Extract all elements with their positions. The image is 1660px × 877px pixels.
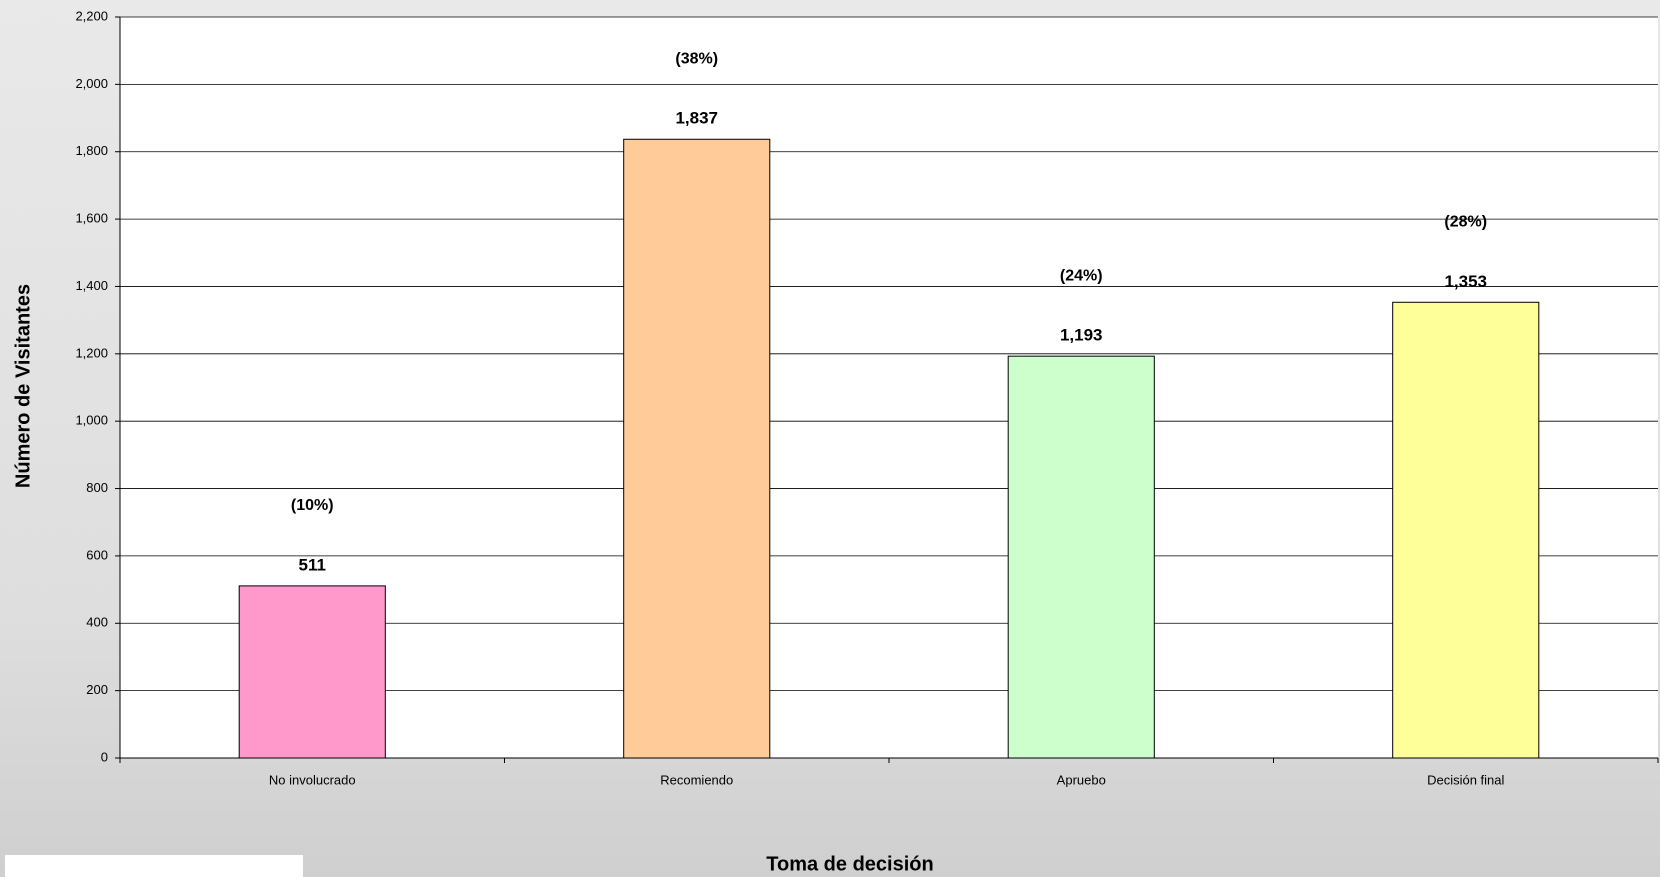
y-tick-label: 0 [101, 749, 108, 764]
x-tick-label: Recomiendo [660, 772, 733, 787]
bar [623, 138, 771, 759]
y-tick-label: 1,400 [75, 278, 108, 293]
x-tick-label: No involucrado [269, 772, 356, 787]
value-label: 1,353 [1444, 272, 1487, 291]
y-tick-label: 1,000 [75, 413, 108, 428]
y-tick-label: 600 [86, 547, 108, 562]
bar [1392, 301, 1540, 759]
y-tick-label: 200 [86, 682, 108, 697]
y-tick-label: 1,200 [75, 345, 108, 360]
y-tick-label: 2,200 [75, 8, 108, 23]
share-label: (10%) [291, 497, 334, 514]
value-label: 511 [299, 555, 326, 574]
y-tick-label: 1,800 [75, 143, 108, 158]
y-tick-label: 2,000 [75, 76, 108, 91]
bar [238, 585, 386, 759]
x-axis-title: Toma de decisión [766, 853, 933, 875]
value-label: 1,837 [675, 109, 718, 128]
y-tick-label: 800 [86, 480, 108, 495]
logo-box [5, 855, 303, 877]
share-label: (24%) [1060, 267, 1103, 284]
share-label: (28%) [1444, 214, 1487, 231]
y-axis-title: Número de Visitantes [12, 284, 34, 488]
y-tick-label: 400 [86, 615, 108, 630]
x-tick-label: Decisión final [1427, 772, 1504, 787]
share-label: (38%) [675, 50, 718, 67]
y-tick-label: 1,600 [75, 211, 108, 226]
value-label: 1,193 [1060, 326, 1103, 345]
x-tick-label: Apruebo [1057, 772, 1106, 787]
bar [1007, 355, 1155, 759]
